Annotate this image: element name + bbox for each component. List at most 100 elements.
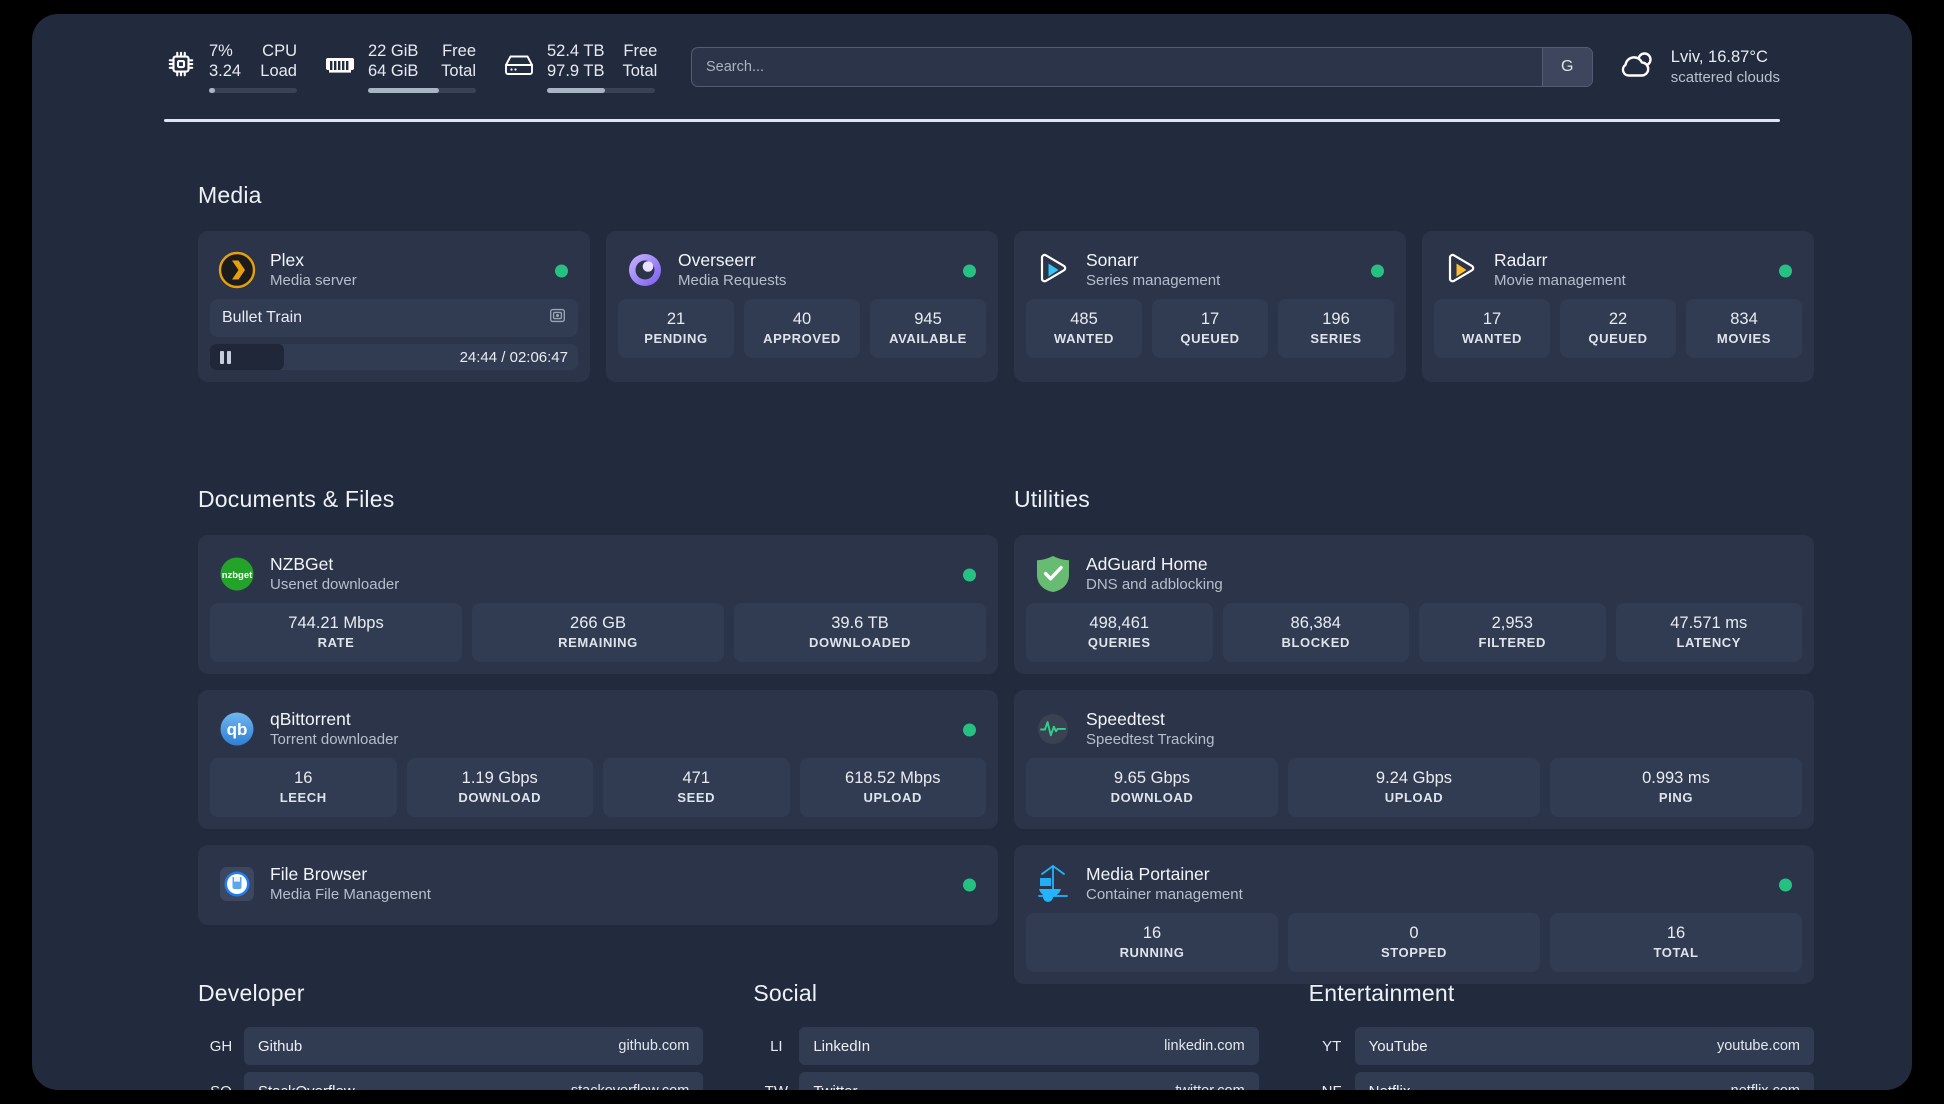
section-media: Media Plex Media server Bullet Train 24:… <box>198 182 1814 382</box>
stat-label: QUERIES <box>1087 635 1151 650</box>
cast-icon[interactable] <box>549 307 566 329</box>
resource-label-secondary: Load <box>260 62 297 80</box>
bookmark-link-github[interactable]: Github github.com <box>244 1027 704 1065</box>
service-subtitle: Media Requests <box>678 272 787 289</box>
resource-values: 7% 3.24 <box>209 41 241 81</box>
service-name: Radarr <box>1494 250 1548 270</box>
service-name: Overseerr <box>678 250 756 270</box>
stat-download[interactable]: 9.65 Gbps DOWNLOAD <box>1026 758 1278 817</box>
stat-stopped[interactable]: 0 STOPPED <box>1288 913 1540 972</box>
stat-label: DOWNLOAD <box>458 790 542 805</box>
service-card-overseerr[interactable]: Overseerr Media Requests 21 PENDING 40 A… <box>606 231 998 382</box>
bookmark-link-youtube[interactable]: YouTube youtube.com <box>1354 1027 1814 1065</box>
stat-downloaded[interactable]: 39.6 TB DOWNLOADED <box>734 603 986 662</box>
service-subtitle: Speedtest Tracking <box>1086 731 1215 748</box>
stat-total[interactable]: 16 TOTAL <box>1550 913 1802 972</box>
service-card-header: Plex Media server <box>210 243 578 299</box>
plex-icon <box>218 251 256 289</box>
stat-wanted[interactable]: 485 WANTED <box>1026 299 1142 358</box>
search-provider-button[interactable]: G <box>1541 48 1592 86</box>
stat-label: LATENCY <box>1676 635 1742 650</box>
stat-leech[interactable]: 16 LEECH <box>210 758 397 817</box>
stat-ping[interactable]: 0.993 ms PING <box>1550 758 1802 817</box>
resource-labels: Free Total <box>441 41 476 81</box>
stat-remaining[interactable]: 266 GB REMAINING <box>472 603 724 662</box>
stat-upload[interactable]: 9.24 Gbps UPLOAD <box>1288 758 1540 817</box>
service-card-header: qb qBittorrent Torrent downloader <box>210 702 986 758</box>
playback-progress[interactable]: 24:44 / 02:06:47 <box>210 344 578 370</box>
stat-available[interactable]: 945 AVAILABLE <box>870 299 986 358</box>
bookmark-link-linkedin[interactable]: LinkedIn linkedin.com <box>799 1027 1259 1065</box>
bookmark-name: Github <box>258 1037 303 1055</box>
now-playing-bar[interactable]: Bullet Train <box>210 299 578 337</box>
resource-value-secondary: 64 GiB <box>368 62 419 80</box>
stat-blocked[interactable]: 86,384 BLOCKED <box>1222 603 1409 662</box>
service-card-file-browser[interactable]: File Browser Media File Management <box>198 845 998 925</box>
stat-label: RATE <box>317 635 355 650</box>
bookmarks: Developer GH Github github.com SO StackO… <box>198 980 1814 1090</box>
service-card-plex[interactable]: Plex Media server Bullet Train 24:44 / 0… <box>198 231 590 382</box>
service-name: Plex <box>270 250 305 270</box>
search-box[interactable]: Search... G <box>691 47 1593 87</box>
status-indicator-online <box>1779 264 1792 278</box>
service-card-header: Sonarr Series management <box>1026 243 1394 299</box>
stat-movies[interactable]: 834 MOVIES <box>1686 299 1802 358</box>
stat-value: 945 <box>914 310 942 328</box>
stat-seed[interactable]: 471 SEED <box>603 758 790 817</box>
bookmark-row: SO StackOverflow stackoverflow.com <box>198 1072 704 1090</box>
stat-filtered[interactable]: 2,953 FILTERED <box>1419 603 1606 662</box>
service-card-radarr[interactable]: Radarr Movie management 17 WANTED 22 QUE… <box>1422 231 1814 382</box>
resource-values: 52.4 TB 97.9 TB <box>547 41 604 81</box>
stat-upload[interactable]: 618.52 Mbps UPLOAD <box>799 758 986 817</box>
service-card-header: Speedtest Speedtest Tracking <box>1026 702 1802 758</box>
service-card-adguard-home[interactable]: AdGuard Home DNS and adblocking 498,461 … <box>1014 535 1814 674</box>
service-card-speedtest[interactable]: Speedtest Speedtest Tracking 9.65 Gbps D… <box>1014 690 1814 829</box>
stat-label: BLOCKED <box>1281 635 1350 650</box>
service-card-sonarr[interactable]: Sonarr Series management 485 WANTED 17 Q… <box>1014 231 1406 382</box>
bookmark-row: TW Twitter twitter.com <box>753 1072 1259 1090</box>
stat-wanted[interactable]: 17 WANTED <box>1434 299 1550 358</box>
stat-approved[interactable]: 40 APPROVED <box>744 299 860 358</box>
status-indicator-online <box>1779 878 1792 892</box>
stat-queued[interactable]: 17 QUEUED <box>1152 299 1268 358</box>
service-stats: 744.21 Mbps RATE 266 GB REMAINING 39.6 T… <box>210 603 986 662</box>
service-card-header: Radarr Movie management <box>1434 243 1802 299</box>
service-card-media-portainer[interactable]: Media Portainer Container management 16 … <box>1014 845 1814 984</box>
service-card-qbittorrent[interactable]: qb qBittorrent Torrent downloader 16 LEE… <box>198 690 998 829</box>
stat-value: 16 <box>1666 924 1686 942</box>
stat-rate[interactable]: 744.21 Mbps RATE <box>210 603 462 662</box>
stat-queued[interactable]: 22 QUEUED <box>1560 299 1676 358</box>
bookmark-group-entertainment: Entertainment YT YouTube youtube.com NF … <box>1309 980 1814 1090</box>
pause-icon[interactable] <box>220 350 231 364</box>
bookmark-tag: GH <box>209 1037 233 1055</box>
stat-running[interactable]: 16 RUNNING <box>1026 913 1278 972</box>
sonarr-icon <box>1034 251 1072 289</box>
stat-download[interactable]: 1.19 Gbps DOWNLOAD <box>406 758 593 817</box>
stat-series[interactable]: 196 SERIES <box>1278 299 1394 358</box>
bookmark-link-netflix[interactable]: Netflix netflix.com <box>1354 1072 1814 1090</box>
bookmark-link-twitter[interactable]: Twitter twitter.com <box>799 1072 1259 1090</box>
stat-label: DOWNLOADED <box>808 635 912 650</box>
search-input[interactable]: Search... <box>706 59 765 75</box>
section-title-media: Media <box>198 182 262 208</box>
service-subtitle: Media server <box>270 272 357 289</box>
bookmark-tag: YT <box>1322 1037 1342 1055</box>
stat-latency[interactable]: 47.571 ms LATENCY <box>1615 603 1802 662</box>
media-card-grid: Plex Media server Bullet Train 24:44 / 0… <box>198 231 1814 382</box>
bookmark-url: youtube.com <box>1716 1038 1800 1054</box>
stat-label: LEECH <box>279 790 327 805</box>
stat-queries[interactable]: 498,461 QUERIES <box>1026 603 1213 662</box>
status-indicator-online <box>963 878 976 892</box>
service-card-nzbget[interactable]: nzbget NZBGet Usenet downloader 744.21 M… <box>198 535 998 674</box>
stat-pending[interactable]: 21 PENDING <box>618 299 734 358</box>
bookmark-link-stackoverflow[interactable]: StackOverflow stackoverflow.com <box>244 1072 704 1090</box>
service-stats: 485 WANTED 17 QUEUED 196 SERIES <box>1026 299 1394 358</box>
header: 7% 3.24 CPU Load 22 GiB 64 GiB Free Tota <box>32 14 1912 122</box>
portainer-icon <box>1034 865 1072 903</box>
status-indicator-online <box>555 264 568 278</box>
service-name: AdGuard Home <box>1086 554 1208 574</box>
resource-labels: Free Total <box>622 41 657 81</box>
service-card-header: File Browser Media File Management <box>210 857 986 913</box>
adguard-icon <box>1034 555 1072 593</box>
bookmark-list: YT YouTube youtube.com NF Netflix netfli… <box>1309 1027 1814 1090</box>
